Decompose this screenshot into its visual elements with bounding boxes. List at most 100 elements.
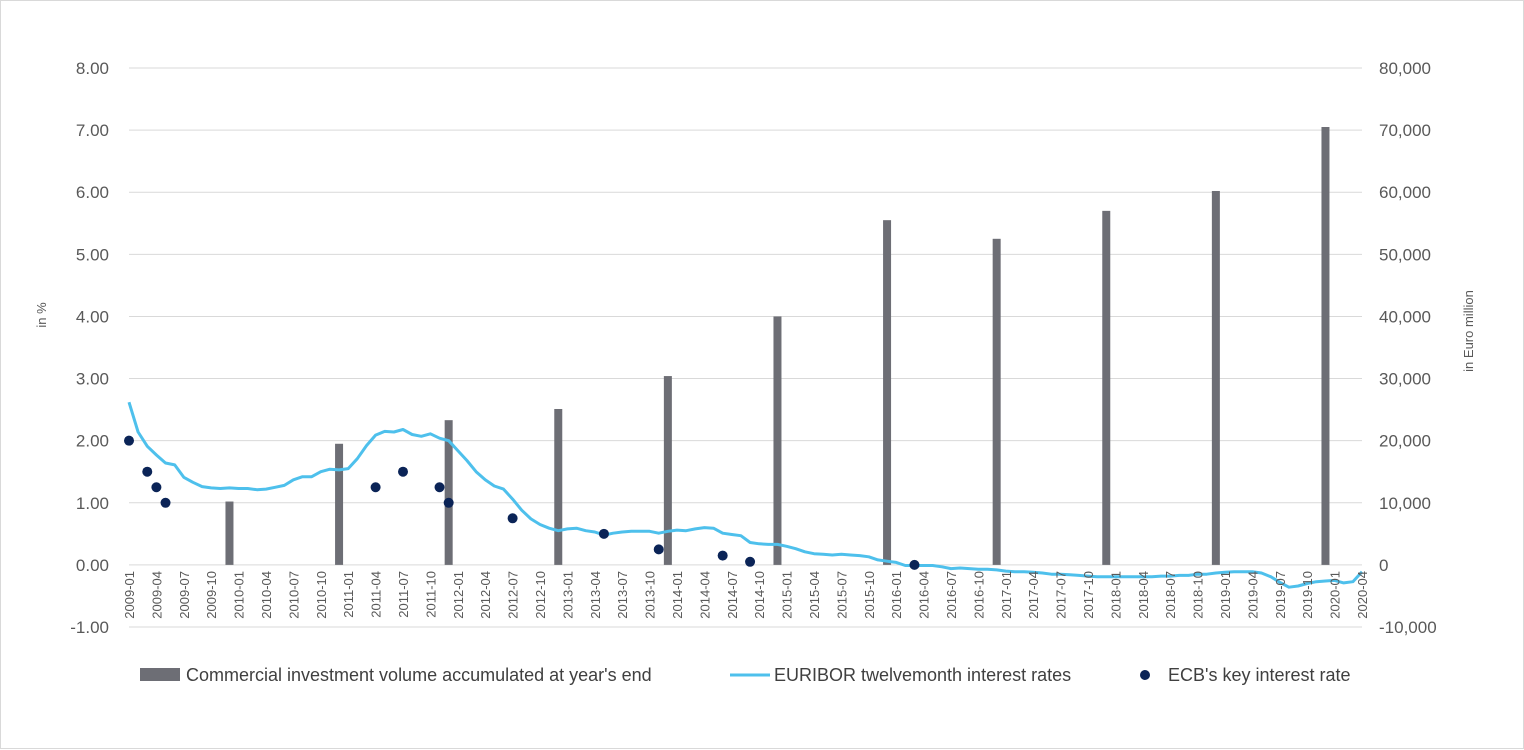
x-tick-label: 2020-04 xyxy=(1355,571,1370,619)
x-tick-label: 2015-01 xyxy=(780,571,795,619)
x-tick-label: 2011-10 xyxy=(423,571,438,618)
x-tick-label: 2015-10 xyxy=(862,571,877,619)
x-tick-label: 2016-04 xyxy=(917,571,932,619)
x-tick-label: 2014-01 xyxy=(670,571,685,619)
bar xyxy=(225,501,234,565)
y-left-tick-label: -1.00 xyxy=(70,618,109,637)
bar xyxy=(554,408,563,565)
ecb-point xyxy=(598,528,609,539)
y-right-axis-title: in Euro million xyxy=(1461,290,1476,372)
x-tick-label: 2018-04 xyxy=(1136,571,1151,619)
y-right-tick-label: 20,000 xyxy=(1379,432,1431,451)
x-tick-label: 2012-07 xyxy=(506,571,521,619)
x-tick-label: 2019-01 xyxy=(1218,571,1233,619)
x-tick-label: 2018-10 xyxy=(1191,571,1206,619)
x-tick-label: 2019-10 xyxy=(1300,571,1315,619)
ecb-point xyxy=(160,497,171,508)
x-tick-label: 2016-01 xyxy=(889,571,904,619)
bar xyxy=(335,443,344,565)
x-tick-label: 2010-07 xyxy=(286,571,301,619)
legend-label-euribor: EURIBOR twelvemonth interest rates xyxy=(774,665,1071,685)
y-left-tick-label: 1.00 xyxy=(76,494,109,513)
ecb-point xyxy=(653,544,664,555)
legend: Commercial investment volume accumulated… xyxy=(140,665,1351,685)
x-tick-label: 2011-07 xyxy=(396,571,411,618)
legend-swatch-ecb xyxy=(1140,670,1150,680)
y-left-tick-label: 8.00 xyxy=(76,59,109,78)
y-left-tick-label: 4.00 xyxy=(76,307,109,326)
ecb-point xyxy=(370,482,381,493)
ecb-point xyxy=(434,482,445,493)
euribor-line xyxy=(127,401,1364,589)
bar xyxy=(883,220,892,565)
y-right-tick-label: 50,000 xyxy=(1379,245,1431,264)
gridlines xyxy=(129,67,1362,628)
y-right-tick-label: 70,000 xyxy=(1379,121,1431,140)
y-left-tick-labels: -1.00 0.00 1.00 2.00 3.00 4.00 5.00 6.00 7.00 8.0… xyxy=(70,59,109,637)
x-tick-label: 2013-07 xyxy=(615,571,630,619)
y-left-tick-label: 5.00 xyxy=(76,245,109,264)
y-left-tick-label: 3.00 xyxy=(76,370,109,389)
y-right-tick-labels: -10,000 0 10,000 20,000 30,000 40,000 50,000 60… xyxy=(1379,59,1437,637)
legend-label-ecb: ECB's key interest rate xyxy=(1168,665,1351,685)
x-tick-label: 2011-01 xyxy=(341,571,356,618)
x-tick-label: 2010-10 xyxy=(314,571,329,619)
x-tick-label: 2018-07 xyxy=(1163,571,1178,619)
y-left-tick-label: 6.00 xyxy=(76,183,109,202)
ecb-point xyxy=(151,482,162,493)
y-right-tick-label: 0 xyxy=(1379,556,1388,575)
ecb-point xyxy=(507,513,518,524)
x-tick-label: 2012-04 xyxy=(478,571,493,619)
bar xyxy=(1211,190,1220,565)
x-tick-label: 2015-07 xyxy=(834,571,849,619)
x-tick-label: 2012-10 xyxy=(533,571,548,619)
x-tick-label: 2013-04 xyxy=(588,571,603,619)
x-tick-label: 2013-10 xyxy=(643,571,658,619)
bar xyxy=(773,316,782,565)
euribor-line-layer xyxy=(127,401,1364,589)
y-left-tick-label: 0.00 xyxy=(76,556,109,575)
bar xyxy=(663,376,672,565)
y-left-tick-label: 7.00 xyxy=(76,121,109,140)
legend-label-investment-volume: Commercial investment volume accumulated… xyxy=(186,665,652,685)
x-tick-label: 2009-07 xyxy=(177,571,192,619)
x-tick-label: 2019-07 xyxy=(1273,571,1288,619)
x-tick-label: 2010-04 xyxy=(259,571,274,619)
y-left-axis-title: in % xyxy=(34,302,49,328)
x-tick-label: 2016-07 xyxy=(944,571,959,619)
ecb-point xyxy=(717,550,728,561)
x-tick-label: 2017-04 xyxy=(1026,571,1041,619)
x-tick-label: 2011-04 xyxy=(369,571,384,618)
y-right-tick-label: 40,000 xyxy=(1379,307,1431,326)
x-tick-label: 2020-01 xyxy=(1328,571,1343,619)
x-tick-label: 2017-10 xyxy=(1081,571,1096,619)
bar xyxy=(992,238,1001,565)
x-tick-label: 2019-04 xyxy=(1245,571,1260,619)
x-tick-label: 2015-04 xyxy=(807,571,822,619)
ecb-dots xyxy=(124,435,920,570)
x-tick-label: 2009-10 xyxy=(204,571,219,619)
y-right-tick-label: 60,000 xyxy=(1379,183,1431,202)
y-right-tick-label: 80,000 xyxy=(1379,59,1431,78)
y-left-tick-label: 2.00 xyxy=(76,432,109,451)
bar xyxy=(1321,127,1330,565)
legend-swatch-investment-volume xyxy=(140,668,180,681)
x-tick-label: 2014-04 xyxy=(697,571,712,619)
x-tick-label: 2018-01 xyxy=(1108,571,1123,619)
x-tick-label: 2014-10 xyxy=(752,571,767,619)
ecb-point xyxy=(909,559,920,570)
x-tick-label: 2010-01 xyxy=(232,571,247,619)
x-tick-label: 2012-01 xyxy=(451,571,466,619)
investment-bars xyxy=(225,127,1330,565)
x-tick-label: 2013-01 xyxy=(560,571,575,619)
x-tick-label: 2014-07 xyxy=(725,571,740,619)
ecb-point xyxy=(124,435,134,446)
x-tick-label: 2016-10 xyxy=(971,571,986,619)
y-right-tick-label: 10,000 xyxy=(1379,494,1431,513)
ecb-point xyxy=(398,466,408,477)
x-tick-label: 2009-01 xyxy=(122,571,137,619)
x-tick-label: 2009-04 xyxy=(149,571,164,619)
x-tick-label: 2017-07 xyxy=(1054,571,1069,619)
